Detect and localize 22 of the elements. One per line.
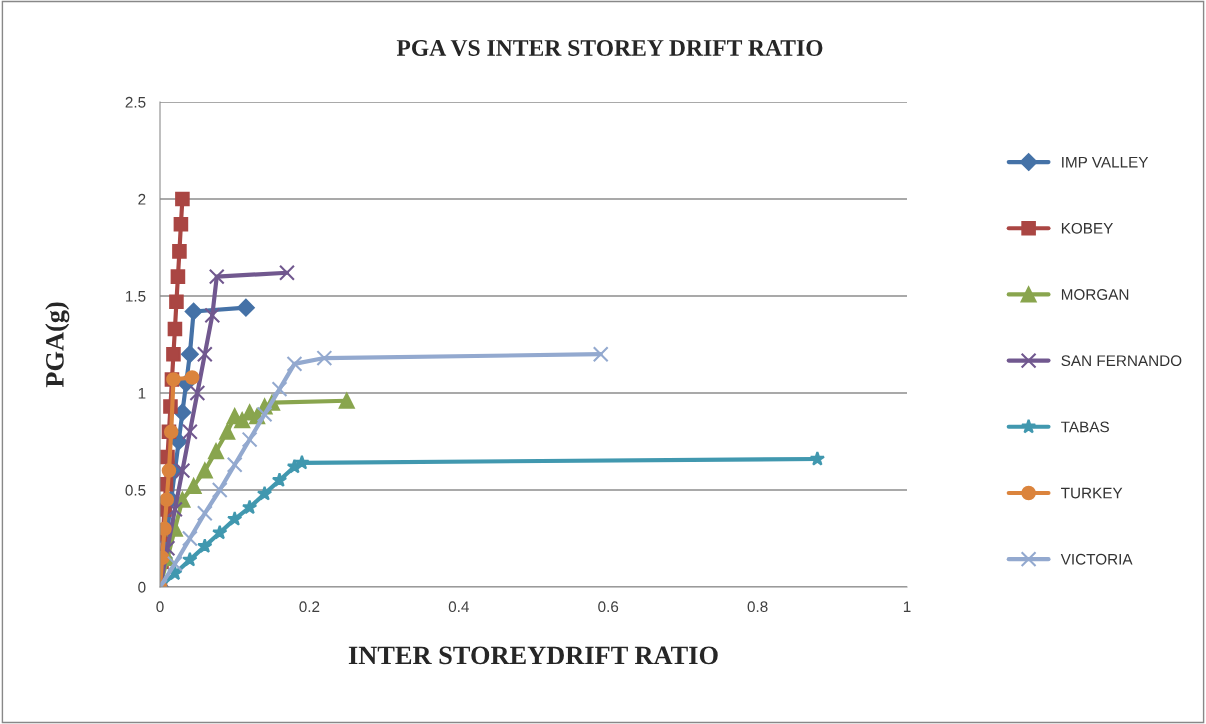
legend-label: SAN FERNANDO (1061, 355, 1182, 367)
legend-label: KOBEY (1061, 222, 1113, 234)
y-tick-label: 0.5 (125, 484, 146, 496)
y-tick-label: 2 (138, 193, 146, 205)
y-tick-label: 1 (138, 388, 146, 399)
x-tick-label: 0.6 (598, 601, 619, 613)
legend-label: TABAS (1061, 421, 1109, 433)
y-tick-label: 1.5 (126, 291, 146, 302)
legend-label: MORGAN (1061, 289, 1129, 300)
x-tick-label: 1 (903, 601, 911, 612)
legend-label: IMP VALLEY (1062, 156, 1149, 168)
x-tick-label: 0.2 (299, 601, 320, 613)
x-axis-title: INTER STOREYDRIFT RATIO (348, 646, 718, 665)
y-axis-title: PGA(g) (45, 302, 70, 388)
legend-label: TURKEY (1061, 487, 1123, 499)
chart-title: PGA VS INTER STOREY DRIFT RATIO (396, 40, 823, 57)
x-tick-label: 0.8 (747, 601, 768, 613)
x-tick-label: 0 (156, 601, 164, 613)
legend-label: VICTORIA (1060, 553, 1133, 565)
y-tick-label: 2.5 (125, 96, 146, 108)
y-tick-label: 0 (138, 581, 146, 593)
x-tick-label: 0.4 (448, 601, 469, 613)
